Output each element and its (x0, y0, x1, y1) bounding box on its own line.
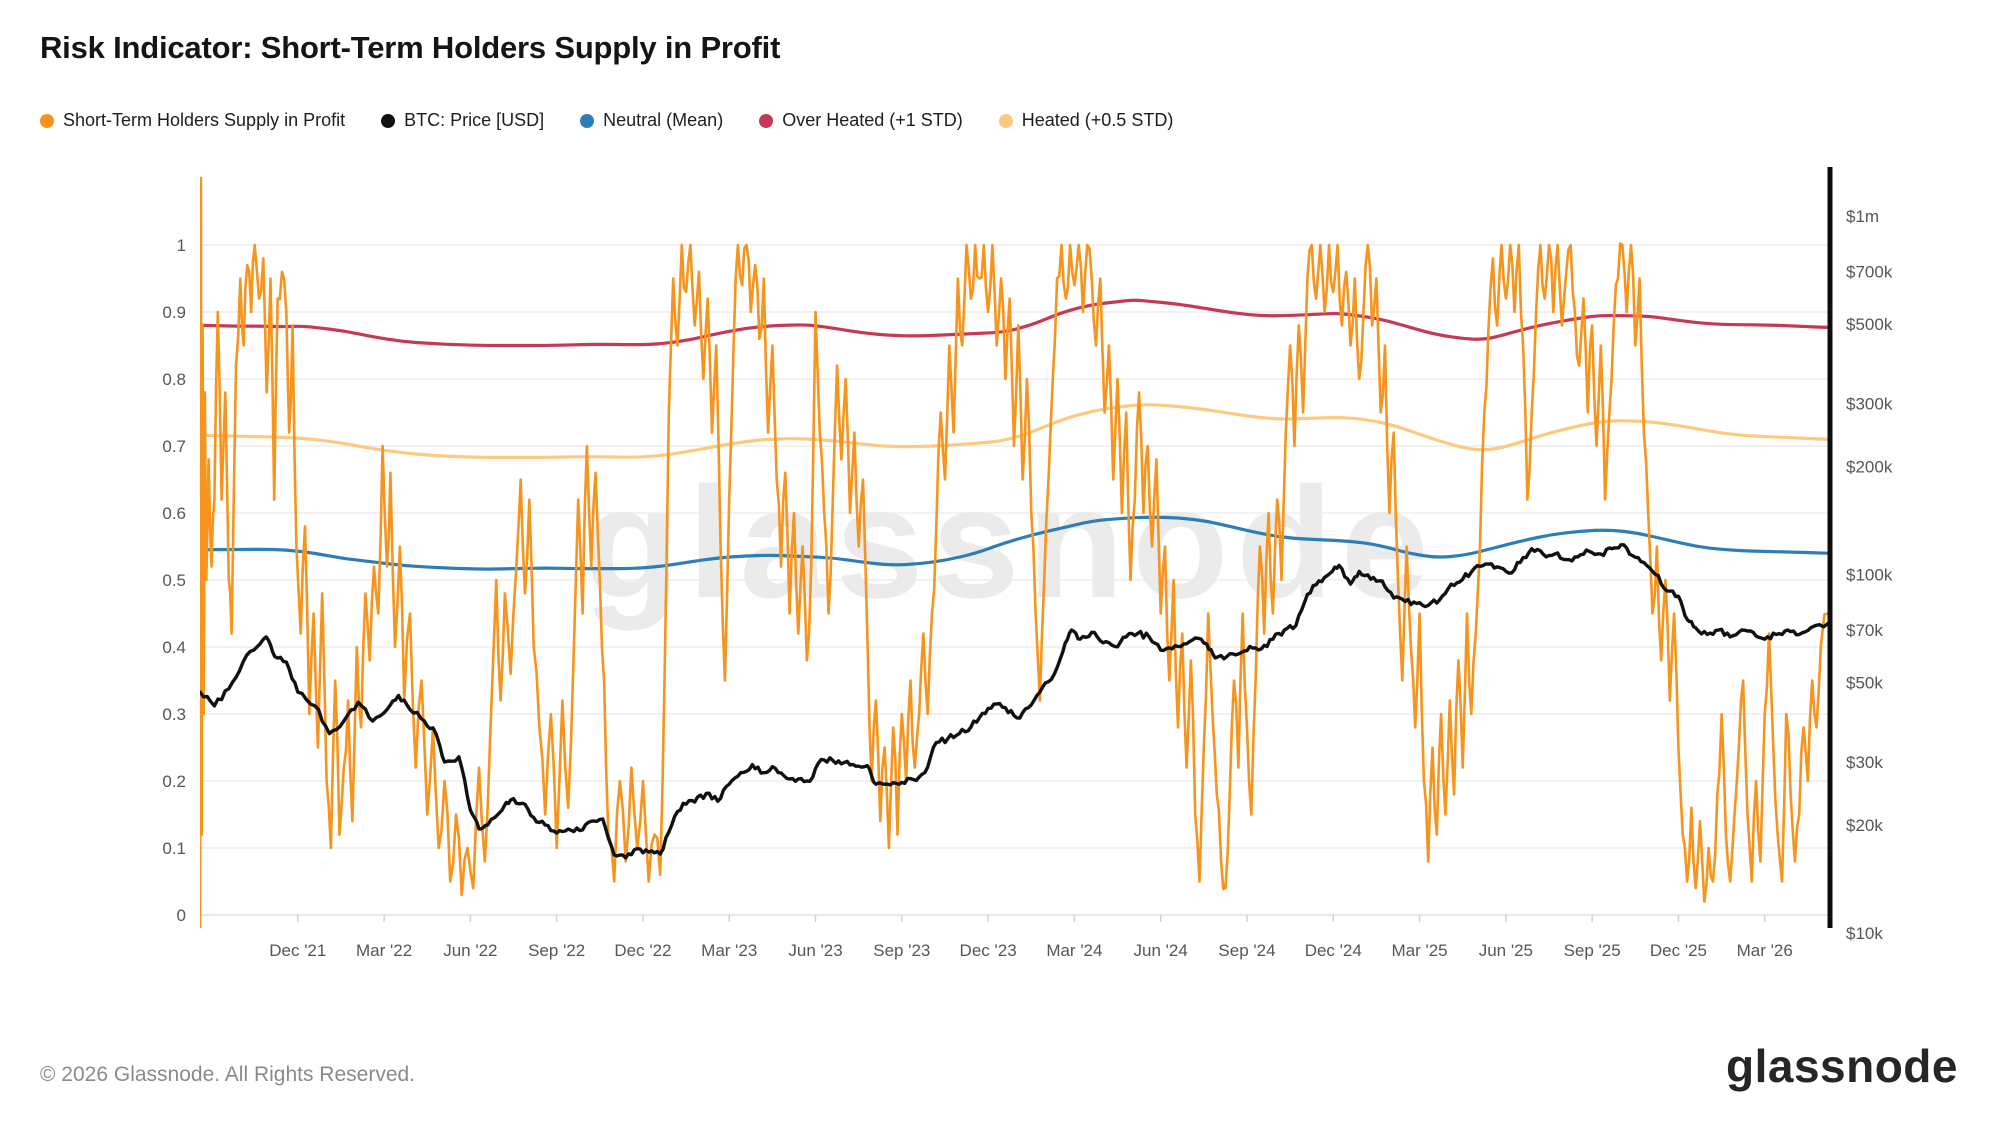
legend-item-btc[interactable]: BTC: Price [USD] (381, 110, 544, 131)
x-axis-tick-label: Jun '23 (788, 941, 842, 960)
right-axis-tick-label: $300k (1846, 394, 1893, 413)
x-axis-tick-label: Sep '24 (1218, 941, 1275, 960)
x-axis-tick-label: Dec '24 (1305, 941, 1362, 960)
left-axis-tick-label: 0.3 (162, 705, 186, 724)
right-axis-tick-label: $700k (1846, 263, 1893, 282)
copyright-text: © 2026 Glassnode. All Rights Reserved. (40, 1063, 416, 1086)
x-axis-tick-label: Sep '22 (528, 941, 585, 960)
x-axis-tick-label: Sep '25 (1564, 941, 1621, 960)
right-axis-tick-label: $500k (1846, 315, 1893, 334)
x-axis-tick-label: Jun '25 (1479, 941, 1533, 960)
series-black (200, 543, 1828, 860)
right-axis-tick-label: $200k (1846, 458, 1893, 477)
right-axis-tick-label: $100k (1846, 566, 1893, 585)
left-axis-tick-label: 0.2 (162, 772, 186, 791)
legend-dot-sth-icon (40, 113, 54, 128)
legend-item-label: Heated (+0.5 STD) (1021, 110, 1174, 130)
x-axis-tick-label: Jun '22 (443, 941, 497, 960)
series-yellow (200, 403, 1828, 459)
legend-item-label: Over Heated (+1 STD) (782, 110, 963, 130)
legend-item-label: Neutral (Mean) (603, 110, 724, 130)
chart-legend: Short-Term Holders Supply in Profit BTC: … (40, 110, 1173, 131)
legend-dot-btc-icon (381, 113, 396, 128)
x-axis-tick-label: Mar '24 (1046, 941, 1102, 960)
series-orange (200, 176, 1828, 928)
x-axis-tick-label: Mar '22 (356, 941, 412, 960)
legend-dot-over-icon (759, 113, 774, 128)
x-axis-tick-label: Mar '26 (1737, 941, 1793, 960)
glassnode-logo: glassnode (1725, 1040, 1958, 1092)
left-axis-tick-label: 1 (177, 236, 186, 255)
legend-dot-heated-icon (998, 113, 1013, 128)
x-axis-tick-label: Jun '24 (1134, 941, 1188, 960)
left-axis-tick-label: 0.5 (162, 571, 186, 590)
legend-item-label: Short-Term Holders Supply in Profit (63, 110, 346, 130)
legend-item-neutral[interactable]: Neutral (Mean) (580, 110, 723, 131)
right-axis-tick-label: $30k (1846, 753, 1883, 772)
left-axis-tick-label: 0.1 (162, 839, 186, 858)
page-title: Risk Indicator: Short-Term Holders Suppl… (40, 30, 781, 65)
right-axis-tick-label: $70k (1846, 621, 1883, 640)
x-axis-tick-label: Sep '23 (873, 941, 930, 960)
legend-item-heated[interactable]: Heated (+0.5 STD) (998, 110, 1174, 131)
right-axis-tick-label: $50k (1846, 673, 1883, 692)
series-lines (200, 176, 1828, 928)
right-axis-tick-label: $20k (1846, 816, 1883, 835)
left-axis-tick-label: 0.7 (162, 437, 186, 456)
axes: 0 0.1 0.2 0.3 0.4 0.5 0.6 0.7 0.8 0.9 1 $1m $700k $50… (162, 167, 1893, 960)
legend-item-sth[interactable]: Short-Term Holders Supply in Profit (40, 110, 345, 131)
legend-item-over[interactable]: Over Heated (+1 STD) (759, 110, 963, 131)
left-axis-tick-label: 0.4 (162, 638, 186, 657)
x-axis-tick-label: Dec '25 (1650, 941, 1707, 960)
page-footer: © 2026 Glassnode. All Rights Reserved. g… (0, 1037, 2000, 1107)
series-blue (200, 515, 1828, 571)
x-axis-tick-label: Dec '22 (614, 941, 671, 960)
left-axis-tick-label: 0.6 (162, 504, 186, 523)
x-axis-tick-label: Mar '25 (1391, 941, 1447, 960)
left-axis-tick-label: 0.9 (162, 303, 186, 322)
legend-item-label: BTC: Price [USD] (404, 110, 545, 130)
right-axis-tick-label: $10k (1846, 924, 1883, 943)
left-axis-tick-label: 0 (177, 906, 186, 925)
legend-dot-neutral-icon (580, 113, 595, 128)
x-axis-tick-label: Dec '23 (960, 941, 1017, 960)
right-axis-tick-label: $1m (1846, 207, 1879, 226)
left-axis-tick-label: 0.8 (162, 370, 186, 389)
x-axis-tick-label: Mar '23 (701, 941, 757, 960)
x-axis-tick-label: Dec '21 (269, 941, 326, 960)
